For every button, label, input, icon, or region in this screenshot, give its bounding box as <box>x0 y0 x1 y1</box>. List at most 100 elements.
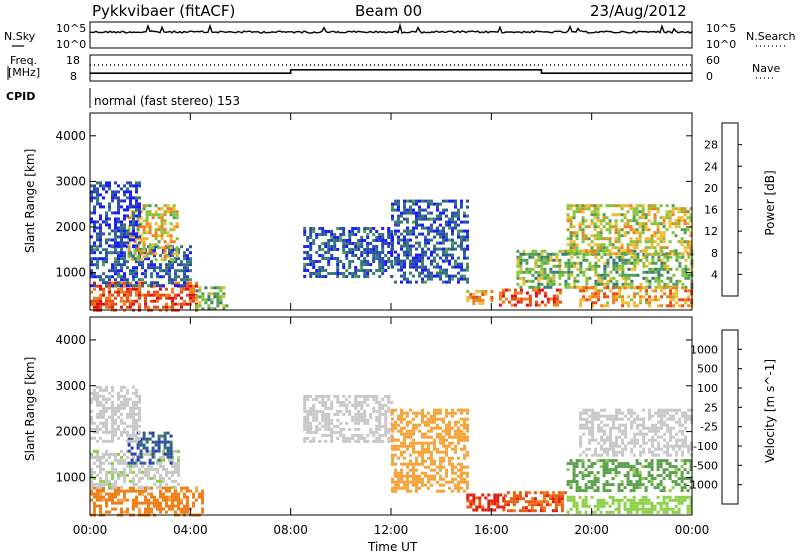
data-cell <box>180 284 183 288</box>
data-cell <box>448 199 451 203</box>
data-cell <box>683 459 687 463</box>
data-cell <box>626 507 630 511</box>
data-cell <box>427 241 430 245</box>
data-cell <box>457 211 460 215</box>
data-cell <box>375 400 379 404</box>
data-cell <box>165 501 168 505</box>
data-cell <box>651 252 655 256</box>
data-cell <box>457 474 460 478</box>
data-cell <box>315 251 319 254</box>
data-cell <box>156 281 159 285</box>
data-cell <box>427 268 430 272</box>
data-cell <box>120 232 123 236</box>
data-cell <box>303 394 307 398</box>
data-cell <box>303 400 307 404</box>
data-cell <box>135 202 138 206</box>
data-cell <box>105 214 108 218</box>
data-cell <box>606 435 610 439</box>
data-cell <box>163 219 167 223</box>
data-cell <box>90 199 93 203</box>
data-cell <box>600 414 604 418</box>
data-cell <box>102 248 105 252</box>
data-cell <box>656 510 660 514</box>
data-cell <box>421 471 424 475</box>
data-cell <box>506 500 510 504</box>
data-cell <box>463 420 466 424</box>
data-cell <box>421 271 424 275</box>
data-cell <box>597 276 601 280</box>
data-cell <box>147 507 150 511</box>
data-cell <box>666 267 670 271</box>
data-cell <box>427 417 430 421</box>
data-cell <box>680 237 684 241</box>
data-cell <box>659 234 663 238</box>
data-cell <box>686 471 690 475</box>
data-cell <box>618 426 622 430</box>
data-cell <box>102 489 105 493</box>
data-cell <box>138 470 141 474</box>
data-cell <box>439 483 442 487</box>
data-cell <box>180 260 183 264</box>
data-cell <box>111 507 114 511</box>
data-cell <box>684 267 688 271</box>
data-cell <box>363 412 367 416</box>
data-cell <box>126 190 129 194</box>
data-cell <box>342 266 346 269</box>
data-cell <box>639 249 643 253</box>
data-cell <box>632 210 636 214</box>
data-cell <box>162 269 165 273</box>
data-cell <box>674 474 678 478</box>
data-cell <box>129 184 132 188</box>
data-cell <box>99 214 102 218</box>
data-cell <box>635 246 639 250</box>
data-cell <box>108 485 111 489</box>
data-cell <box>545 500 549 504</box>
data-cell <box>166 255 170 259</box>
data-cell <box>93 391 96 395</box>
data-cell <box>351 230 355 233</box>
data-cell <box>132 470 135 474</box>
data-cell <box>166 204 170 208</box>
data-cell <box>172 207 176 211</box>
data-cell <box>678 279 682 283</box>
data-cell <box>537 303 541 307</box>
data-cell <box>647 246 651 250</box>
data-cell <box>626 498 630 502</box>
data-cell <box>126 433 129 437</box>
data-cell <box>587 225 591 229</box>
data-cell <box>150 272 153 276</box>
data-cell <box>93 397 96 401</box>
data-cell <box>609 435 613 439</box>
data-cell <box>600 438 604 442</box>
data-cell <box>169 240 173 244</box>
data-cell <box>327 251 331 254</box>
data-cell <box>156 272 159 276</box>
data-cell <box>445 280 448 284</box>
data-cell <box>418 480 421 484</box>
data-cell <box>581 465 585 469</box>
data-cell <box>117 486 120 490</box>
data-cell <box>636 255 640 259</box>
data-cell <box>540 273 544 277</box>
data-cell <box>117 272 120 276</box>
data-cell <box>621 282 625 286</box>
data-cell <box>460 474 463 478</box>
data-cell <box>186 275 189 279</box>
data-cell <box>105 470 108 474</box>
data-cell <box>576 261 580 265</box>
data-cell <box>357 415 361 419</box>
data-cell <box>102 293 105 297</box>
data-cell <box>629 228 633 232</box>
data-cell <box>666 304 670 308</box>
data-cell <box>415 480 418 484</box>
data-cell <box>102 409 105 413</box>
data-cell <box>439 435 442 439</box>
data-cell <box>123 397 126 401</box>
data-cell <box>424 474 427 478</box>
data-cell <box>665 459 669 463</box>
data-cell <box>451 256 454 260</box>
data-cell <box>135 199 138 203</box>
data-cell <box>430 253 433 257</box>
data-cell <box>312 409 316 413</box>
